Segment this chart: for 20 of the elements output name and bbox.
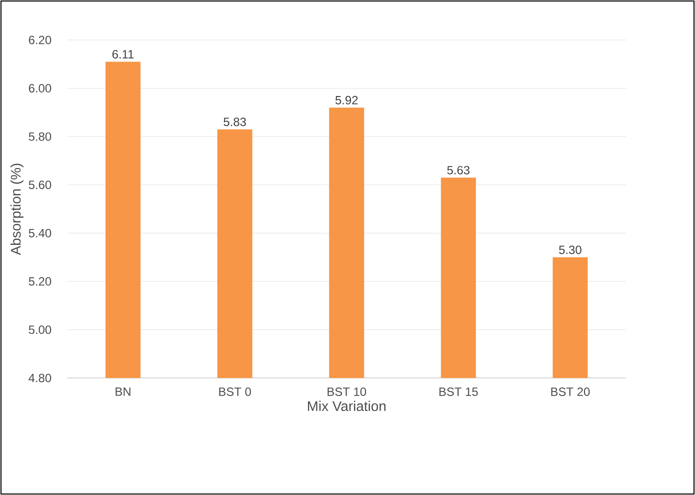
y-axis-title: Absorption (%) (10, 164, 24, 256)
data-label: 5.83 (224, 118, 246, 126)
y-tick-label: 5.60 (28, 180, 52, 190)
x-axis-title: Mix Variation (308, 400, 386, 412)
x-tick-label: BST 10 (328, 388, 366, 396)
data-label: 6.11 (112, 50, 134, 59)
data-label: 5.30 (559, 246, 582, 254)
y-tick-label: 5.20 (28, 277, 52, 286)
x-tick-label: BST 20 (551, 388, 590, 396)
data-label: 5.92 (335, 96, 358, 104)
y-tick-label: 5.00 (28, 325, 52, 334)
y-tick-label: 4.80 (28, 374, 52, 382)
x-tick-label: BST 15 (439, 388, 478, 396)
y-tick-label: 5.40 (28, 228, 52, 238)
y-tick-label: 5.80 (28, 132, 52, 141)
y-tick-label: 6.00 (28, 84, 52, 92)
data-label: 5.63 (447, 166, 470, 174)
x-tick-label: BST 0 (219, 388, 251, 396)
x-tick-label: BN (116, 388, 130, 396)
y-tick-label: 6.20 (28, 36, 52, 44)
